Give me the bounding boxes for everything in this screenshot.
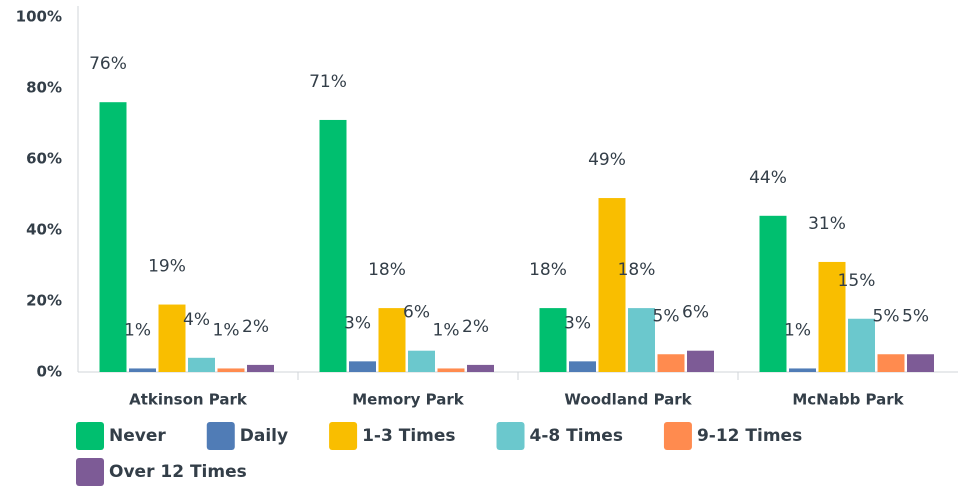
value-label: 2% <box>462 317 489 337</box>
y-tick-label: 0% <box>37 363 62 381</box>
bar <box>158 304 186 372</box>
bar <box>569 361 596 372</box>
bar <box>598 198 626 372</box>
value-label: 19% <box>148 257 186 277</box>
bar <box>628 308 655 372</box>
x-tick-label: Memory Park <box>352 391 465 409</box>
bar <box>217 368 245 372</box>
value-label: 44% <box>749 168 787 188</box>
bar <box>378 308 406 372</box>
legend-label: 1-3 Times <box>362 426 455 446</box>
value-label: 1% <box>124 320 151 340</box>
value-label: 71% <box>309 72 347 92</box>
legend-swatch <box>329 422 358 450</box>
x-tick-label: Atkinson Park <box>129 391 248 409</box>
legend-label: Daily <box>240 426 288 446</box>
value-label: 76% <box>89 54 127 74</box>
bar <box>848 318 875 372</box>
bar <box>99 102 127 372</box>
bar <box>188 357 215 372</box>
bar <box>129 368 156 372</box>
bar <box>349 361 376 372</box>
bar <box>818 261 846 372</box>
legend-swatch <box>206 422 235 450</box>
bar <box>657 354 685 372</box>
legend-label: 9-12 Times <box>697 426 802 446</box>
bar <box>687 350 714 372</box>
bar <box>437 368 465 372</box>
value-label: 4% <box>183 310 210 330</box>
y-tick-label: 20% <box>26 292 62 310</box>
y-tick-label: 60% <box>26 150 62 168</box>
legend-label: Never <box>109 426 166 446</box>
y-tick-label: 80% <box>26 79 62 97</box>
legend-label: 4-8 Times <box>530 426 623 446</box>
value-label: 1% <box>433 320 460 340</box>
value-label: 49% <box>588 150 626 170</box>
legend-swatch <box>76 422 104 450</box>
bar <box>789 368 816 372</box>
y-tick-label: 40% <box>26 221 62 239</box>
value-label: 31% <box>808 214 846 234</box>
bar <box>539 308 567 372</box>
value-label: 1% <box>784 320 811 340</box>
legend-label: Over 12 Times <box>109 462 247 482</box>
y-tick-label: 100% <box>16 8 62 26</box>
value-label: 3% <box>564 313 591 333</box>
value-label: 5% <box>653 306 680 326</box>
value-label: 18% <box>618 260 656 280</box>
x-tick-label: McNabb Park <box>792 391 904 409</box>
value-label: 5% <box>873 306 900 326</box>
value-label: 18% <box>368 260 406 280</box>
value-label: 18% <box>529 260 567 280</box>
bar <box>759 215 787 372</box>
value-label: 1% <box>213 320 240 340</box>
value-label: 15% <box>838 271 876 291</box>
value-label: 5% <box>902 306 929 326</box>
value-label: 6% <box>403 303 430 323</box>
bar <box>319 119 347 372</box>
bar <box>408 350 435 372</box>
legend-swatch <box>76 458 104 486</box>
value-label: 6% <box>682 303 709 323</box>
value-label: 3% <box>344 313 371 333</box>
bar <box>877 354 905 372</box>
legend-swatch <box>663 422 692 450</box>
value-label: 2% <box>242 317 269 337</box>
x-tick-label: Woodland Park <box>564 391 692 409</box>
legend-swatch <box>496 422 525 450</box>
bar <box>907 354 934 372</box>
bar <box>247 364 274 372</box>
bar <box>467 364 494 372</box>
